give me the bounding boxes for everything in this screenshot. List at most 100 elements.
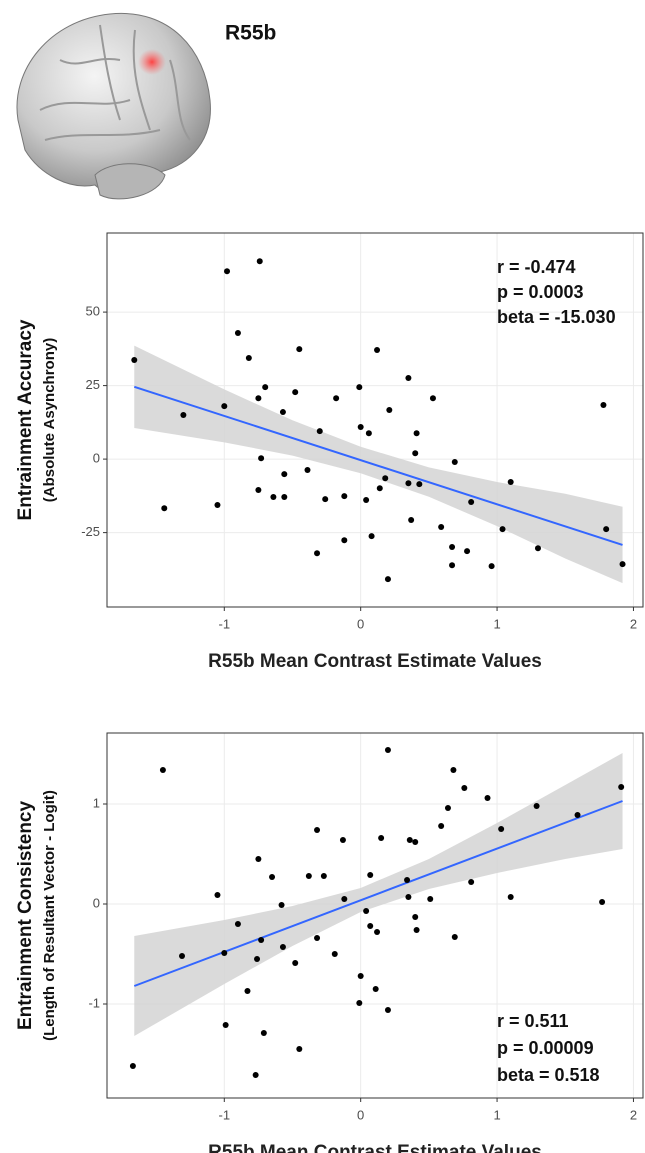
data-point <box>314 827 321 833</box>
confidence-band <box>134 345 623 584</box>
region-label: R55b <box>225 22 276 45</box>
data-point <box>356 1000 363 1006</box>
data-point <box>412 914 419 920</box>
x-tick-label: 2 <box>630 616 637 631</box>
stat-annotation: beta = -15.030 <box>497 307 616 327</box>
data-point <box>214 501 221 508</box>
data-point <box>464 548 471 555</box>
data-point <box>365 430 372 437</box>
data-point <box>161 505 168 512</box>
data-point <box>450 767 457 773</box>
data-point <box>449 544 456 551</box>
data-point <box>279 944 286 950</box>
data-point <box>438 823 445 829</box>
data-point <box>304 466 311 473</box>
data-point <box>413 927 420 933</box>
data-point <box>270 494 277 501</box>
stat-annotation: r = -0.474 <box>497 257 576 277</box>
data-point <box>296 346 303 353</box>
data-point <box>357 973 364 979</box>
data-point <box>281 494 288 501</box>
x-tick-label: 1 <box>493 1107 500 1122</box>
data-point <box>234 921 241 927</box>
stat-annotation: beta = 0.518 <box>497 1065 600 1085</box>
data-point <box>260 1030 267 1036</box>
y-axis-subtitle: (Length of Resultant Vector - Logit) <box>41 790 58 1041</box>
data-point <box>429 395 436 402</box>
data-point <box>254 956 261 962</box>
y-tick-label: -25 <box>81 524 100 539</box>
data-point <box>498 826 505 832</box>
data-point <box>316 428 323 435</box>
x-tick-label: 0 <box>357 1107 364 1122</box>
data-point <box>258 937 265 943</box>
data-point <box>427 896 434 902</box>
data-point <box>331 951 338 957</box>
data-point <box>222 1022 229 1028</box>
data-point <box>574 812 581 818</box>
data-point <box>406 837 413 843</box>
data-point <box>368 533 375 540</box>
data-point <box>367 872 374 878</box>
data-point <box>341 493 348 500</box>
data-point <box>279 409 286 416</box>
data-point <box>374 929 381 935</box>
plot-border <box>106 732 644 1099</box>
data-point <box>363 496 370 503</box>
data-point <box>488 563 495 570</box>
y-axis-title: Entrainment Accuracy <box>15 319 36 520</box>
regression-line <box>133 385 623 546</box>
data-point <box>384 576 391 583</box>
data-point <box>341 896 348 902</box>
data-point <box>384 747 391 753</box>
data-point <box>255 856 262 862</box>
data-point <box>296 1046 303 1052</box>
data-point <box>416 481 423 488</box>
data-point <box>376 485 383 492</box>
data-point <box>333 395 340 402</box>
data-point <box>256 258 263 265</box>
data-point <box>367 923 374 929</box>
data-point <box>386 407 393 414</box>
data-point <box>262 384 269 391</box>
data-point <box>378 835 385 841</box>
data-point <box>214 892 221 898</box>
data-point <box>412 450 419 457</box>
data-point <box>408 516 415 523</box>
data-point <box>281 471 288 478</box>
data-point <box>507 894 514 900</box>
y-axis-title: Entrainment Consistency <box>15 801 36 1031</box>
data-point <box>499 526 506 533</box>
data-point <box>252 1072 259 1078</box>
data-point <box>341 537 348 544</box>
data-point <box>451 934 458 940</box>
data-point <box>159 767 166 773</box>
data-point <box>603 526 610 533</box>
data-point <box>384 1007 391 1013</box>
data-point <box>129 1063 136 1069</box>
data-point <box>451 459 458 466</box>
data-point <box>468 499 475 506</box>
y-axis-subtitle: (Absolute Asynchrony) <box>41 338 58 502</box>
data-point <box>468 879 475 885</box>
data-point <box>405 374 412 381</box>
data-point <box>221 950 228 956</box>
data-point <box>619 561 626 568</box>
stat-annotation: p = 0.0003 <box>497 282 584 302</box>
stat-annotation: r = 0.511 <box>497 1011 569 1031</box>
y-tick-label: 50 <box>86 304 100 319</box>
x-tick-label: -1 <box>219 616 231 631</box>
data-point <box>234 329 241 336</box>
x-tick-label: -1 <box>219 1107 231 1122</box>
x-tick-label: 1 <box>493 616 500 631</box>
data-point <box>405 480 412 487</box>
data-point <box>292 389 299 396</box>
data-point <box>221 403 228 410</box>
data-point <box>618 784 625 790</box>
data-point <box>600 402 607 409</box>
data-point <box>322 496 329 503</box>
data-point <box>180 412 187 419</box>
data-point <box>258 455 265 462</box>
data-point <box>507 479 514 486</box>
